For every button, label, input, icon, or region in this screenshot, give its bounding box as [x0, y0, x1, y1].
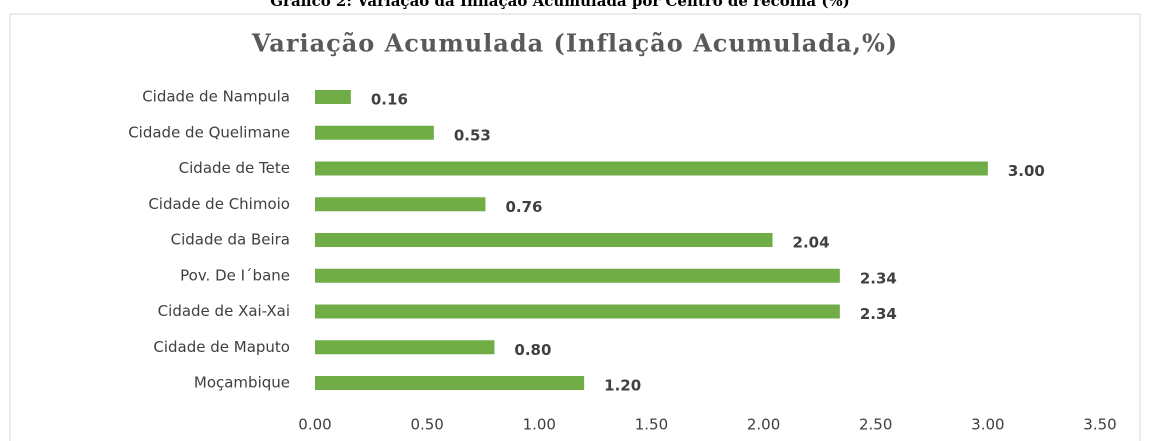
data-label: 1.20: [604, 377, 641, 395]
bar: [315, 304, 840, 319]
x-tick-label: 3.50: [1083, 416, 1116, 434]
y-tick-label: Moçambique: [194, 374, 290, 392]
data-label: 3.00: [1008, 162, 1045, 180]
x-tick-label: 1.50: [635, 416, 668, 434]
bar: [315, 340, 495, 355]
x-tick-label: 0.50: [410, 416, 443, 434]
y-tick-label: Cidade de Chimoio: [148, 195, 290, 213]
y-tick-label: Cidade de Xai-Xai: [158, 302, 290, 320]
y-tick-label: Cidade de Tete: [179, 159, 290, 177]
chart-border: [9, 13, 1141, 441]
x-tick-label: 3.00: [971, 416, 1004, 434]
x-tick-label: 0.00: [298, 416, 331, 434]
bar: [315, 197, 486, 212]
data-label: 0.76: [505, 198, 542, 216]
figure-caption: Gráfico 2: Variação da Inflação Acumulad…: [270, 0, 850, 10]
y-tick-label: Cidade de Nampula: [142, 88, 290, 106]
x-tick-label: 2.00: [747, 416, 780, 434]
x-tick-label: 1.00: [523, 416, 556, 434]
data-label: 2.34: [860, 305, 897, 323]
y-tick-label: Cidade da Beira: [171, 231, 290, 249]
bar: [315, 376, 585, 390]
data-label: 0.53: [454, 126, 491, 144]
data-label: 0.16: [371, 91, 408, 109]
bar: [315, 161, 988, 176]
bar: [315, 233, 773, 247]
bar: [315, 125, 434, 140]
data-label: 2.34: [860, 269, 897, 287]
data-label: 2.04: [793, 234, 830, 252]
y-tick-label: Cidade de Quelimane: [128, 123, 290, 141]
x-tick-label: 2.50: [859, 416, 892, 434]
data-label: 0.80: [514, 341, 551, 359]
chart-title: Variação Acumulada (Inflação Acumulada,%…: [251, 29, 898, 58]
y-tick-label: Cidade de Maputo: [153, 338, 290, 356]
y-tick-label: Pov. De I´bane: [180, 266, 290, 284]
bar: [315, 90, 351, 104]
bar: [315, 268, 840, 283]
